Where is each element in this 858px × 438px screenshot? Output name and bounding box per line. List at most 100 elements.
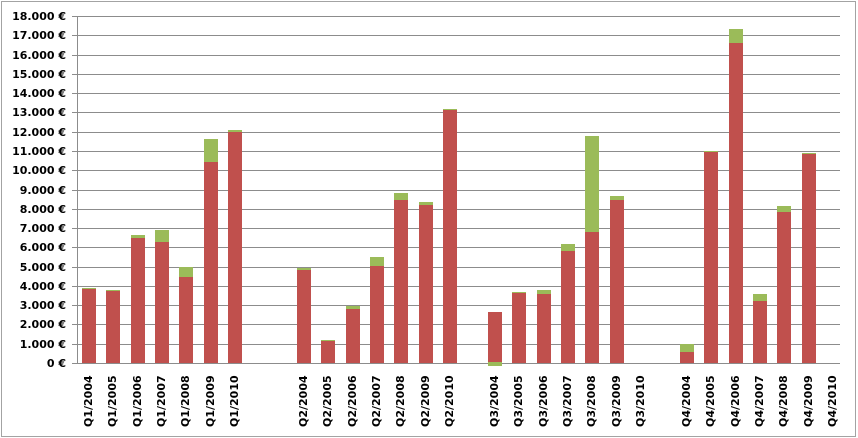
y-tick-label: 11.000 € <box>12 144 66 158</box>
bar-segment-green <box>179 266 194 278</box>
x-tick-label: Q4/2006 <box>728 375 742 427</box>
x-tick-label: Q4/2008 <box>777 375 791 427</box>
gridline <box>77 247 840 249</box>
y-axis-tick <box>72 247 77 249</box>
bar-segment-green <box>512 291 527 294</box>
gridline <box>77 16 840 17</box>
gridline <box>77 285 840 287</box>
bar-segment-green <box>418 202 433 205</box>
bar-segment-green <box>609 196 624 201</box>
y-tick-label: 13.000 € <box>12 106 66 120</box>
bar-segment-red <box>801 153 816 363</box>
y-tick-label: 9.000 € <box>19 183 66 197</box>
y-tick-label: 12.000 € <box>12 125 66 139</box>
y-axis-tick <box>72 305 77 307</box>
y-tick-label: 7.000 € <box>19 222 66 236</box>
bar-segment-green <box>560 244 575 252</box>
gridline <box>77 266 840 268</box>
y-axis-tick <box>72 324 77 326</box>
x-tick-label: Q3/2007 <box>560 375 574 427</box>
y-tick-label: 10.000 € <box>12 164 66 178</box>
bar-segment-green <box>345 306 360 310</box>
x-tick-label: Q2/2007 <box>369 375 383 427</box>
x-tick-label: Q4/2005 <box>704 375 718 427</box>
x-tick-label: Q3/2010 <box>633 375 647 427</box>
gridline <box>77 170 840 172</box>
y-tick-label: 2.000 € <box>19 318 66 332</box>
y-axis-tick <box>72 131 77 133</box>
bar-segment-red <box>345 309 360 363</box>
y-axis-tick <box>72 285 77 287</box>
x-tick-label: Q2/2004 <box>297 375 310 427</box>
x-tick-label: Q4/2010 <box>825 375 839 427</box>
bar-segment-red <box>154 241 169 363</box>
x-tick-label: Q1/2007 <box>154 375 168 427</box>
bar-segment-green <box>801 152 816 155</box>
y-axis-tick <box>72 35 77 37</box>
bar-segment-red <box>227 131 242 363</box>
bar-segment-green-base <box>488 362 502 366</box>
bar-segment-red <box>179 277 194 363</box>
gridline <box>77 150 840 152</box>
x-tick-label: Q2/2010 <box>442 375 456 427</box>
x-tick-label: Q1/2010 <box>227 375 241 427</box>
bar-segment-green <box>442 108 457 111</box>
y-tick-label: 16.000 € <box>12 48 66 62</box>
bar-segment-red <box>560 251 575 363</box>
y-tick-label: 5.000 € <box>19 260 66 274</box>
y-tick-label: 0 € <box>46 357 66 370</box>
y-axis-tick <box>72 208 77 210</box>
gridline <box>77 93 840 95</box>
x-tick-label: Q4/2009 <box>801 375 815 427</box>
bar-segment-red <box>418 204 433 363</box>
y-axis-tick <box>72 228 77 230</box>
x-tick-label: Q4/2007 <box>752 375 766 427</box>
y-tick-label: 14.000 € <box>12 87 66 101</box>
bar-segment-green <box>536 289 551 294</box>
gridline <box>77 343 840 345</box>
bar-segment-red <box>394 200 409 363</box>
y-axis-tick <box>72 54 77 56</box>
bar-segment-red <box>728 42 743 363</box>
bar-segment-green <box>704 150 719 153</box>
x-tick-label: Q1/2005 <box>106 375 120 427</box>
bar-segment-red <box>777 211 792 363</box>
y-tick-label: 4.000 € <box>19 279 66 293</box>
bar-segment-green <box>227 129 242 132</box>
y-axis-tick <box>72 363 77 364</box>
bar-segment-red <box>752 301 767 363</box>
y-axis-tick <box>72 73 77 75</box>
x-tick-label: Q3/2009 <box>609 375 623 427</box>
bar-segment-red <box>512 292 527 363</box>
gridline <box>77 305 840 307</box>
bar-segment-green <box>394 193 409 201</box>
bar-segment-green <box>154 229 169 242</box>
y-axis-tick <box>72 266 77 268</box>
y-axis-tick <box>72 189 77 191</box>
gridline <box>77 131 840 133</box>
bar-segment-green <box>369 256 384 266</box>
y-axis-tick <box>72 112 77 114</box>
x-tick-label: Q2/2008 <box>394 375 408 427</box>
bar-segment-red <box>130 237 145 363</box>
gridline <box>77 112 840 114</box>
bar-segment-green <box>203 139 218 162</box>
gridline <box>77 363 840 364</box>
bar-segment-green <box>752 293 767 302</box>
bar-segment-red <box>106 290 121 363</box>
y-axis-tick <box>72 16 77 17</box>
bar-segment-red <box>203 161 218 363</box>
bar-segment-green <box>82 287 96 290</box>
bar-segment-red <box>442 110 457 363</box>
y-tick-label: 6.000 € <box>19 241 66 255</box>
bar-segment-green <box>680 343 694 353</box>
y-tick-label: 17.000 € <box>12 29 66 43</box>
bar-segment-red <box>297 270 311 363</box>
y-tick-label: 1.000 € <box>19 337 66 351</box>
bar-segment-green <box>777 205 792 212</box>
bar-segment-red <box>585 231 600 363</box>
bar-segment-green <box>321 339 336 342</box>
x-tick-label: Q1/2008 <box>179 375 193 427</box>
y-axis-tick <box>72 150 77 152</box>
x-tick-label: Q3/2004 <box>488 375 501 427</box>
